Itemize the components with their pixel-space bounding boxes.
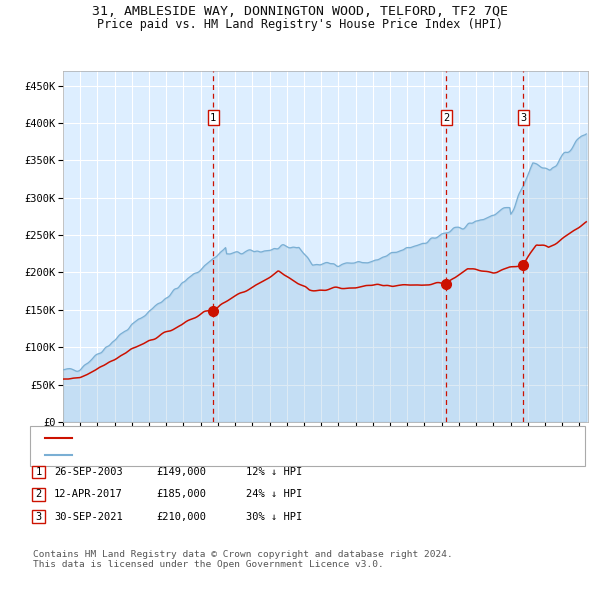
Text: 2: 2 <box>443 113 449 123</box>
Text: £210,000: £210,000 <box>156 512 206 522</box>
Text: 30-SEP-2021: 30-SEP-2021 <box>54 512 123 522</box>
Text: 1: 1 <box>210 113 217 123</box>
Text: 2: 2 <box>35 490 41 499</box>
Text: 26-SEP-2003: 26-SEP-2003 <box>54 467 123 477</box>
Text: 24% ↓ HPI: 24% ↓ HPI <box>246 490 302 499</box>
Text: 12% ↓ HPI: 12% ↓ HPI <box>246 467 302 477</box>
Text: £185,000: £185,000 <box>156 490 206 499</box>
Text: Price paid vs. HM Land Registry's House Price Index (HPI): Price paid vs. HM Land Registry's House … <box>97 18 503 31</box>
Text: 31, AMBLESIDE WAY, DONNINGTON WOOD, TELFORD, TF2 7QE: 31, AMBLESIDE WAY, DONNINGTON WOOD, TELF… <box>92 5 508 18</box>
Text: 31, AMBLESIDE WAY, DONNINGTON WOOD, TELFORD, TF2 7QE (detached house): 31, AMBLESIDE WAY, DONNINGTON WOOD, TELF… <box>78 433 484 443</box>
Text: £149,000: £149,000 <box>156 467 206 477</box>
Text: Contains HM Land Registry data © Crown copyright and database right 2024.
This d: Contains HM Land Registry data © Crown c… <box>33 550 453 569</box>
Text: 3: 3 <box>520 113 527 123</box>
Text: 1: 1 <box>35 467 41 477</box>
Text: 3: 3 <box>35 512 41 522</box>
Text: HPI: Average price, detached house, Telford and Wrekin: HPI: Average price, detached house, Telf… <box>78 450 395 460</box>
Text: 30% ↓ HPI: 30% ↓ HPI <box>246 512 302 522</box>
Text: 12-APR-2017: 12-APR-2017 <box>54 490 123 499</box>
